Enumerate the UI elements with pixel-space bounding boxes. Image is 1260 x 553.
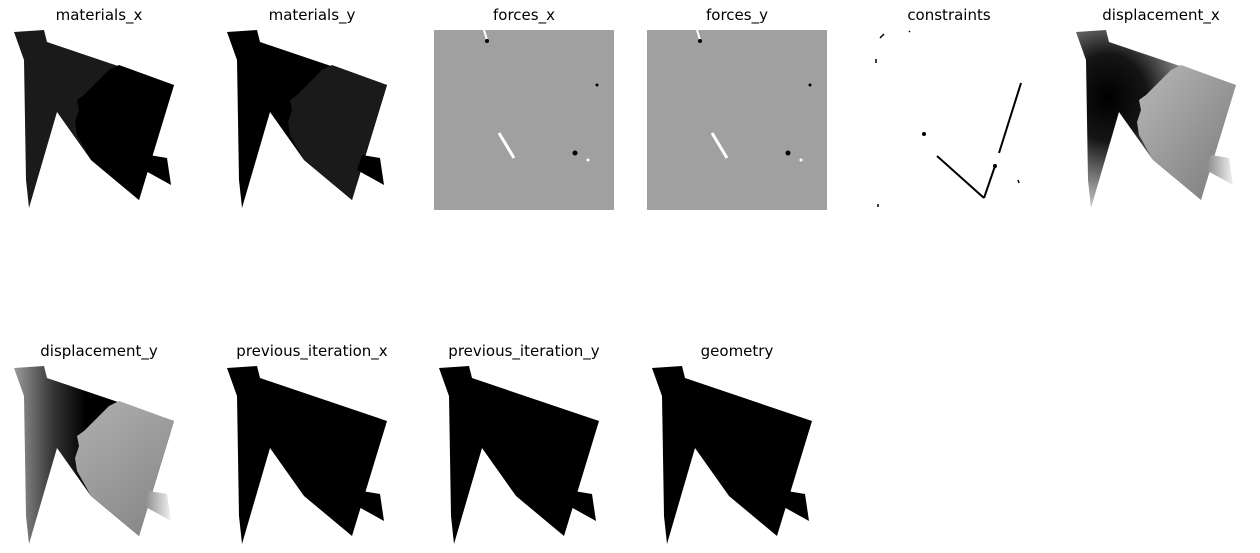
panel-title: forces_y — [706, 6, 768, 24]
displacement-y-image — [14, 366, 174, 544]
constraints-image — [875, 30, 1022, 207]
panel-title: forces_x — [493, 6, 555, 24]
panel-title: constraints — [907, 6, 991, 24]
forces-x-image — [434, 30, 614, 210]
panel-title: previous_iteration_y — [448, 342, 600, 360]
panel-title: displacement_x — [1102, 6, 1220, 24]
panel-title: previous_iteration_x — [236, 342, 388, 360]
materials-x-image — [14, 30, 174, 208]
forces-y-image — [647, 30, 827, 210]
previous-iteration-y-image — [439, 366, 599, 544]
panel-title: materials_y — [268, 6, 356, 24]
previous-iteration-x-image — [227, 366, 387, 544]
geometry-image — [652, 366, 812, 544]
panel-title: geometry — [700, 342, 774, 360]
panel-title: materials_x — [55, 6, 143, 24]
materials-y-image — [227, 30, 387, 208]
displacement-x-image — [1076, 30, 1236, 208]
panel-title: displacement_y — [40, 342, 158, 360]
